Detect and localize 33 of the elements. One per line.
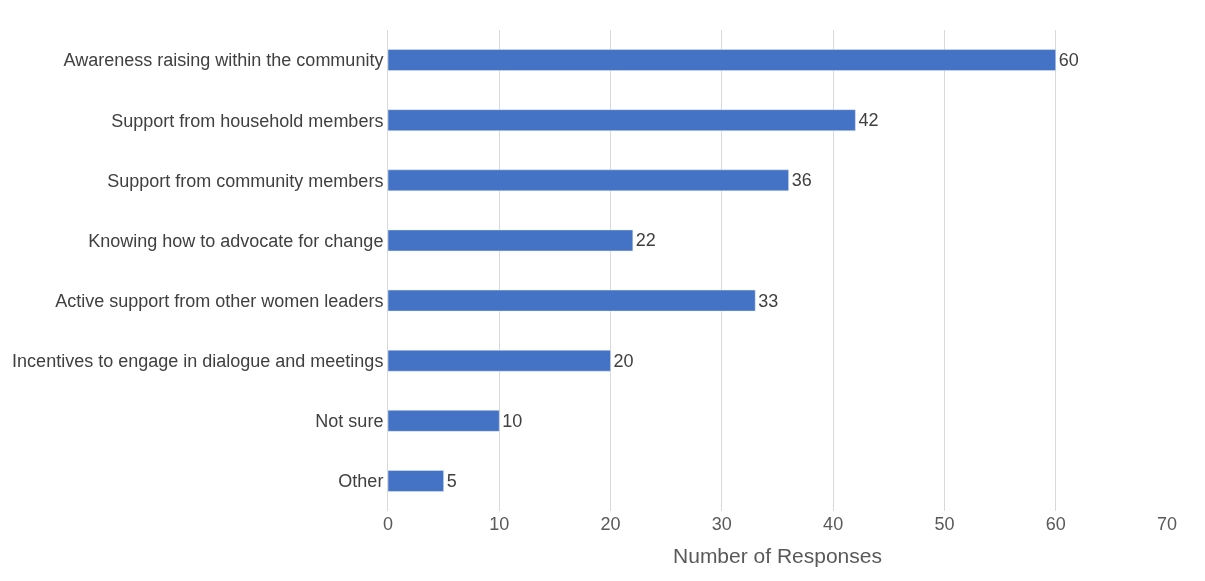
bar	[388, 229, 634, 252]
y-tick-label: Awareness raising within the community	[63, 50, 384, 71]
bar	[388, 410, 500, 432]
data-label: 36	[791, 170, 812, 191]
data-label: 20	[613, 350, 634, 371]
x-tick-label: 40	[823, 514, 844, 534]
bar	[388, 109, 856, 131]
x-tick-label: 60	[1045, 514, 1066, 534]
y-tick-label: Support from household members	[111, 110, 384, 131]
y-tick-label: Knowing how to advocate for change	[88, 230, 384, 251]
bar	[388, 289, 756, 312]
data-label: 5	[446, 470, 457, 491]
x-tick-label: 30	[711, 514, 732, 534]
data-label: 10	[502, 410, 523, 431]
y-tick-label: Not sure	[315, 411, 384, 432]
bar	[388, 169, 789, 192]
y-tick-label: Incentives to engage in dialogue and meetings	[12, 350, 384, 371]
x-axis-title: Number of Responses	[673, 544, 882, 568]
y-tick-label: Support from community members	[107, 170, 384, 191]
x-tick-label: 0	[382, 514, 394, 534]
data-label: 60	[1058, 50, 1079, 71]
bar	[388, 349, 611, 372]
x-tick-label: 50	[934, 514, 955, 534]
y-tick-label: Active support from other women leaders	[55, 290, 384, 311]
data-label: 33	[758, 290, 779, 311]
bar	[388, 49, 1056, 71]
bar	[388, 470, 444, 492]
x-tick-label: 10	[489, 514, 510, 534]
y-tick-label: Other	[338, 471, 384, 492]
x-tick-label: 20	[600, 514, 621, 534]
data-label: 22	[635, 230, 656, 251]
data-label: 42	[858, 110, 879, 131]
x-tick-label: 70	[1156, 514, 1178, 534]
